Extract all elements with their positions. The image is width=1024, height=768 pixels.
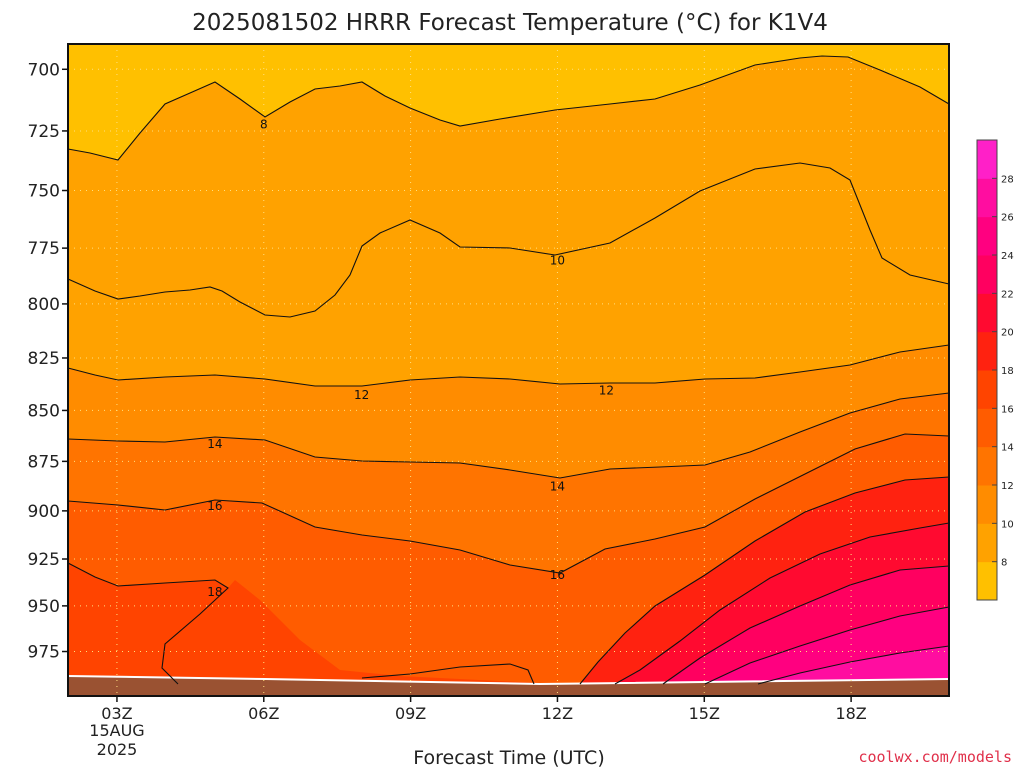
credit-text: coolwx.com/models <box>858 748 1012 766</box>
x-axis: 03Z 06Z 09Z 12Z 15Z 18Z <box>101 696 867 723</box>
contour-line-12 <box>67 344 950 387</box>
contour-label: 12 <box>354 388 369 402</box>
colorbar-segment <box>977 293 997 333</box>
contour-label: 8 <box>260 118 268 132</box>
x-tick-label: 18Z <box>835 704 866 723</box>
contour-label: 10 <box>550 253 565 267</box>
contour-lines <box>67 55 950 685</box>
colorbar: 8 10 12 14 16 18 20 22 24 26 28 <box>976 139 1014 601</box>
y-tick-label: 825 <box>28 349 60 369</box>
x-date-line2: 2025 <box>97 740 138 759</box>
contour-labels: 8 10 12 12 14 14 16 16 18 <box>207 118 614 599</box>
y-tick-label: 775 <box>28 239 60 259</box>
y-tick-label: 975 <box>28 643 60 663</box>
y-tick-label: 875 <box>28 452 60 472</box>
colorbar-segment <box>977 255 997 294</box>
x-tick-label: 09Z <box>395 704 426 723</box>
x-tick-label: 12Z <box>542 704 573 723</box>
colorbar-tick-label: 10 <box>1001 519 1014 530</box>
colorbar-segment <box>977 561 997 601</box>
contour-line-20 <box>579 476 950 685</box>
y-tick-label: 925 <box>28 550 60 570</box>
y-axis: 700 725 750 775 800 825 850 875 900 925 950 975 <box>28 60 68 663</box>
contour-line-10 <box>67 162 950 318</box>
x-tick-label: 06Z <box>248 704 279 723</box>
colorbar-segment <box>977 178 997 218</box>
colorbar-tick-label: 22 <box>1001 289 1014 300</box>
colorbar-segment <box>977 370 997 409</box>
y-tick-label: 700 <box>28 60 60 80</box>
contour-label: 18 <box>207 585 222 599</box>
x-tick-label: 15Z <box>689 704 720 723</box>
colorbar-segment <box>977 408 997 448</box>
contour-line-26 <box>704 606 950 685</box>
contour-line-22 <box>614 522 950 685</box>
colorbar-segment <box>977 331 997 371</box>
colorbar-tick-label: 20 <box>1001 328 1014 339</box>
colorbar-tick-label: 18 <box>1001 366 1014 377</box>
colorbar-tick-label: 8 <box>1001 558 1007 569</box>
y-tick-label: 725 <box>28 122 60 142</box>
contour-line-8 <box>67 55 950 161</box>
ground-area <box>67 675 950 696</box>
colorbar-tick-label: 26 <box>1001 213 1014 224</box>
y-tick-label: 950 <box>28 597 60 617</box>
colorbar-tick-label: 12 <box>1001 481 1014 492</box>
fill-band-below-8 <box>68 44 949 160</box>
ground-edge <box>67 675 950 686</box>
colorbar-tick-label: 28 <box>1001 174 1014 185</box>
y-tick-label: 800 <box>28 295 60 315</box>
temperature-fill-regions <box>68 44 949 696</box>
grid-lines <box>68 44 949 696</box>
x-date-line1: 15AUG <box>89 721 144 740</box>
colorbar-tick-label: 14 <box>1001 443 1014 454</box>
contour-line-24 <box>662 565 950 685</box>
contour-line-14 <box>67 392 950 479</box>
chart-title: 2025081502 HRRR Forecast Temperature (°C… <box>192 10 828 36</box>
x-axis-label: Forecast Time (UTC) <box>413 747 604 768</box>
contour-label: 16 <box>207 499 222 513</box>
y-tick-label: 900 <box>28 502 60 522</box>
x-tick-label: 03Z <box>101 704 132 723</box>
colorbar-segment <box>977 523 997 563</box>
colorbar-tick-label: 24 <box>1001 251 1014 262</box>
ground-fill <box>68 676 949 696</box>
fill-band-8-10 <box>68 44 949 317</box>
y-tick-label: 750 <box>28 182 60 202</box>
plot-frame <box>67 43 950 697</box>
colorbar-segment <box>977 140 997 179</box>
contour-label: 12 <box>599 384 614 398</box>
colorbar-segment <box>977 485 997 524</box>
colorbar-segment <box>977 216 997 256</box>
contour-line-18-bump <box>361 663 535 685</box>
contour-label: 14 <box>550 479 565 493</box>
contour-label: 14 <box>207 437 222 451</box>
contour-label: 16 <box>550 568 565 582</box>
y-tick-label: 850 <box>28 401 60 421</box>
fill-band-18-left <box>68 563 228 696</box>
colorbar-segment <box>977 446 997 486</box>
contour-line-16 <box>67 433 950 574</box>
colorbar-tick-label: 16 <box>1001 404 1014 415</box>
contour-line-18 <box>67 562 229 685</box>
contour-line-28 <box>757 645 950 685</box>
